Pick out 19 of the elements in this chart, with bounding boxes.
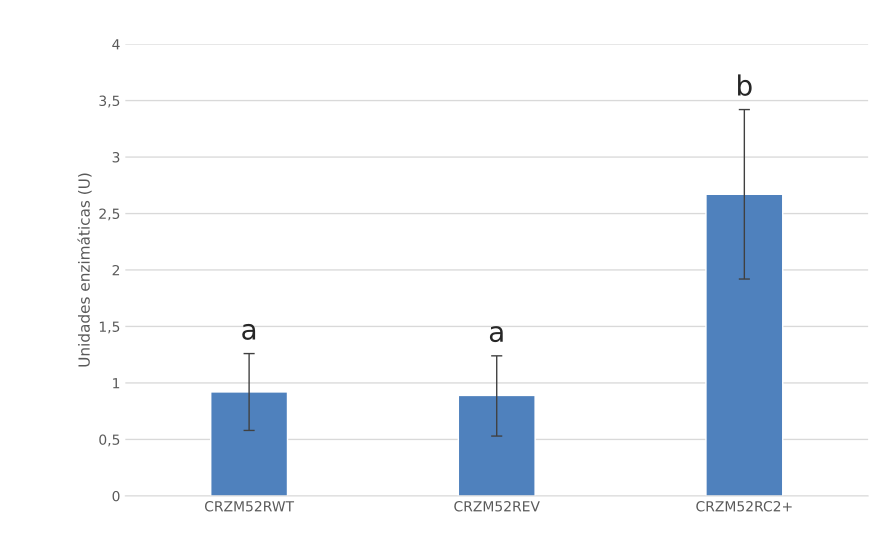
- y-tick-label: 2: [112, 264, 120, 276]
- bar: [458, 394, 536, 496]
- annotation: a: [242, 324, 256, 340]
- bar: [210, 391, 288, 496]
- annotation: a: [490, 326, 503, 342]
- y-tick-label: 1: [113, 378, 120, 388]
- y-tick-label: 3: [112, 152, 120, 163]
- x-tick-label: CRZM52REV: [454, 501, 540, 512]
- x-tick-label: CRZM52RWT: [204, 501, 294, 512]
- y-tick-label: 1,5: [100, 322, 120, 334]
- y-tick-label: 2,5: [99, 208, 120, 220]
- y-tick-label: 3,5: [99, 96, 120, 108]
- annotation: b: [738, 74, 752, 96]
- bar: [705, 194, 784, 496]
- x-tick-label: CRZM52RC2+: [696, 501, 792, 512]
- y-tick-label: 0: [112, 490, 120, 502]
- y-tick-label: 0,5: [99, 434, 120, 446]
- y-tick-label: 4: [112, 39, 120, 50]
- y-axis-title: Unidades enzimáticas (U): [77, 174, 92, 366]
